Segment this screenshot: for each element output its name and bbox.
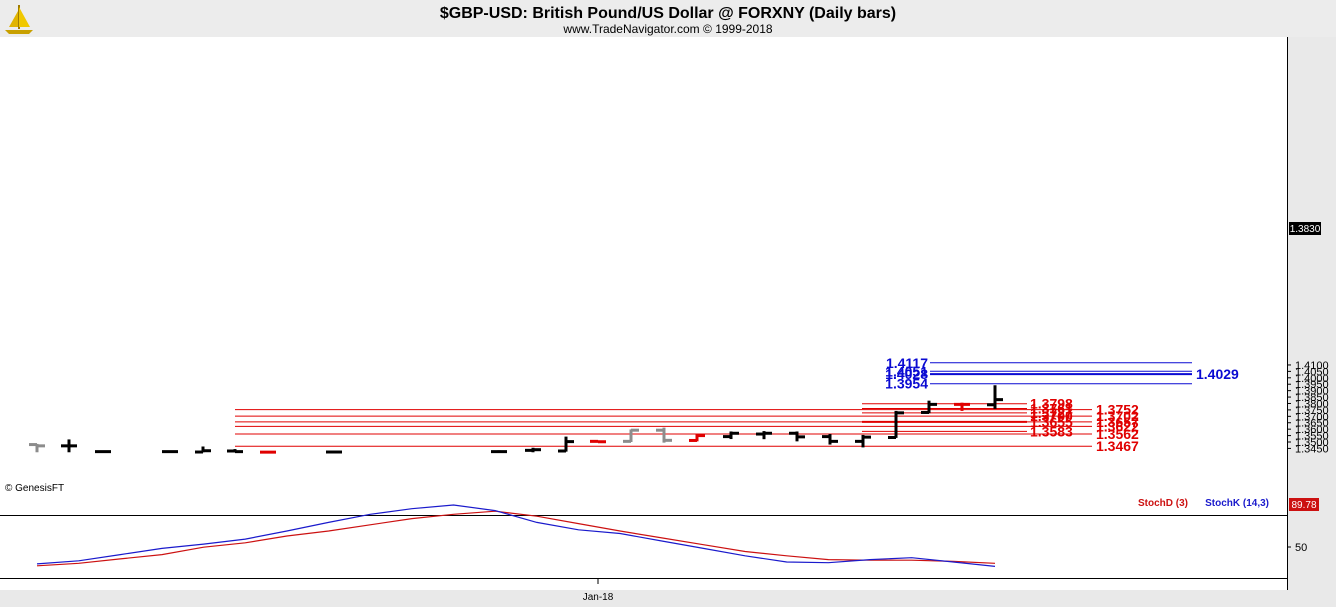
stochk-label: StochK (14,3) <box>1205 498 1269 509</box>
stoch-value-text: 89.78 <box>1291 500 1316 511</box>
price-badge-text: 1.3830 <box>1290 224 1321 235</box>
price-badge <box>1289 222 1321 235</box>
red-level-right-label: 1.3562 <box>1096 426 1139 442</box>
y-tick-label: 1.4100 <box>1295 360 1329 372</box>
ohlc-bar <box>195 446 211 454</box>
ohlc-bar <box>525 447 541 453</box>
stoch-tick-50: 50 <box>1295 542 1307 554</box>
y-tick-label: 1.3850 <box>1295 392 1329 404</box>
y-tick-label: 1.3550 <box>1295 431 1329 443</box>
red-level-label: 1.3583 <box>1030 423 1073 439</box>
price-axis: 1.34501.35001.35501.36001.36501.37001.37… <box>1287 360 1329 455</box>
blue-level-label: 1.4028 <box>885 366 928 382</box>
y-tick-label: 1.3800 <box>1295 398 1329 410</box>
price-bars <box>29 385 1003 454</box>
stochastic-panel <box>36 504 996 567</box>
ohlc-bar <box>162 450 178 454</box>
red-level-right-label: 1.3702 <box>1096 408 1139 424</box>
x-axis-label: Jan-18 <box>583 592 614 603</box>
ohlc-bar <box>789 431 805 442</box>
ohlc-bar <box>29 443 45 453</box>
ohlc-bar <box>491 450 507 454</box>
chart-title: $GBP-USD: British Pound/US Dollar @ FORX… <box>440 5 896 22</box>
ohlc-bar <box>558 436 574 453</box>
ohlc-bar <box>227 449 243 454</box>
ohlc-bar <box>822 434 838 445</box>
y-tick-label: 1.3900 <box>1295 386 1329 398</box>
ohlc-bar <box>623 428 639 443</box>
red-level-label: 1.3727 <box>1030 405 1073 421</box>
ohlc-bar <box>756 431 772 440</box>
ohlc-bar <box>855 434 871 448</box>
stochk-line <box>36 504 996 567</box>
stochd-label: StochD (3) <box>1138 498 1188 509</box>
chart-subtitle: www.TradeNavigator.com © 1999-2018 <box>562 22 772 36</box>
ohlc-bar <box>888 410 904 440</box>
ohlc-bar <box>689 434 705 442</box>
ohlc-bar <box>723 431 739 440</box>
red-level-right-label: 1.3657 <box>1096 414 1139 430</box>
ohlc-bar <box>61 439 77 453</box>
ohlc-bar <box>326 450 342 454</box>
y-tick-label: 1.3450 <box>1295 443 1329 455</box>
sailing-ship-icon <box>5 5 33 34</box>
ohlc-bar <box>921 400 937 414</box>
stoch-value-badge <box>1289 498 1319 511</box>
blue-level-label: 1.4117 <box>886 355 928 371</box>
y-tick-label: 1.4000 <box>1295 373 1329 385</box>
blue-level-right-label: 1.4029 <box>1196 366 1239 382</box>
ohlc-bar <box>95 450 111 454</box>
blue-level-label: 1.3954 <box>885 376 928 392</box>
y-tick-label: 1.3950 <box>1295 379 1329 391</box>
y-tick-label: 1.3600 <box>1295 424 1329 436</box>
red-level-right-label: 1.3467 <box>1096 438 1139 454</box>
ohlc-bar <box>987 385 1003 409</box>
red-level-label: 1.3761 <box>1030 400 1073 416</box>
ohlc-bar <box>954 402 970 411</box>
y-tick-label: 1.3500 <box>1295 437 1329 449</box>
red-level-label: 1.3700 <box>1030 408 1073 424</box>
copyright-label: © GenesisFT <box>5 483 64 494</box>
header-bar <box>0 0 1336 37</box>
y-tick-label: 1.3700 <box>1295 411 1329 423</box>
red-level-right-label: 1.3622 <box>1096 418 1139 434</box>
ohlc-bar <box>590 439 606 444</box>
blue-level-label: 1.4051 <box>885 363 928 379</box>
red-level-right-label: 1.3752 <box>1096 402 1139 418</box>
y-tick-label: 1.4050 <box>1295 366 1329 378</box>
stochd-line <box>36 510 996 567</box>
plot-area <box>0 37 1287 590</box>
ohlc-bar <box>656 427 672 443</box>
y-tick-label: 1.3650 <box>1295 418 1329 430</box>
y-tick-label: 1.3750 <box>1295 405 1329 417</box>
red-level-label: 1.3798 <box>1030 396 1073 412</box>
